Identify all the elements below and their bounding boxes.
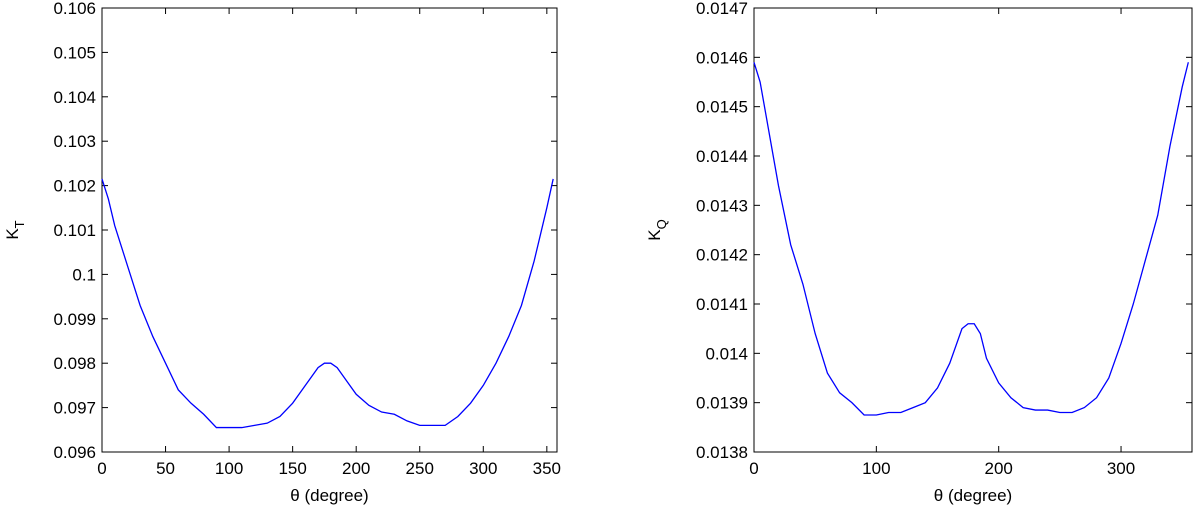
x-axis-label: θ (degree) (934, 486, 1012, 505)
y-tick-label: 0.102 (53, 177, 96, 196)
y-tick-label: 0.0145 (696, 98, 748, 117)
x-tick-label: 200 (342, 459, 370, 478)
y-tick-label: 0.0141 (696, 295, 748, 314)
y-tick-label: 0.0143 (696, 196, 748, 215)
y-tick-label: 0.0147 (696, 0, 748, 18)
y-axis-label-sub: T (12, 220, 27, 228)
y-axis-label: KT (3, 220, 27, 239)
x-tick-label: 350 (533, 459, 561, 478)
y-tick-label: 0.1 (72, 265, 96, 284)
x-tick-label: 100 (862, 459, 890, 478)
y-tick-label: 0.103 (53, 132, 96, 151)
y-axis-label: KQ (645, 219, 669, 240)
x-tick-label: 250 (406, 459, 434, 478)
x-tick-label: 150 (278, 459, 306, 478)
y-tick-label: 0.097 (53, 399, 96, 418)
x-tick-label: 200 (985, 459, 1013, 478)
axes-box (101, 7, 558, 453)
y-tick-label: 0.105 (53, 43, 96, 62)
y-tick-label: 0.106 (53, 0, 96, 18)
y-axis-label-main: K (3, 228, 22, 240)
y-axis-label-sub: Q (654, 219, 669, 229)
x-tick-label: 300 (1107, 459, 1135, 478)
y-tick-label: 0.0142 (696, 246, 748, 265)
axes-box (753, 7, 1193, 453)
x-tick-label: 0 (97, 459, 106, 478)
y-tick-label: 0.101 (53, 221, 96, 240)
y-tick-label: 0.0139 (696, 394, 748, 413)
y-tick-label: 0.0138 (696, 443, 748, 462)
x-axis-label: θ (degree) (290, 486, 368, 505)
y-axis-label-main: K (645, 229, 664, 241)
y-tick-label: 0.0146 (696, 48, 748, 67)
y-tick-label: 0.096 (53, 443, 96, 462)
y-tick-label: 0.099 (53, 310, 96, 329)
x-tick-label: 100 (215, 459, 243, 478)
x-tick-label: 0 (749, 459, 758, 478)
y-tick-label: 0.104 (53, 88, 96, 107)
data-line (101, 178, 554, 429)
x-tick-label: 300 (469, 459, 497, 478)
x-tick-label: 50 (156, 459, 175, 478)
y-tick-label: 0.098 (53, 354, 96, 373)
y-tick-label: 0.014 (705, 344, 748, 363)
data-line (753, 62, 1189, 416)
y-tick-label: 0.0144 (696, 147, 748, 166)
